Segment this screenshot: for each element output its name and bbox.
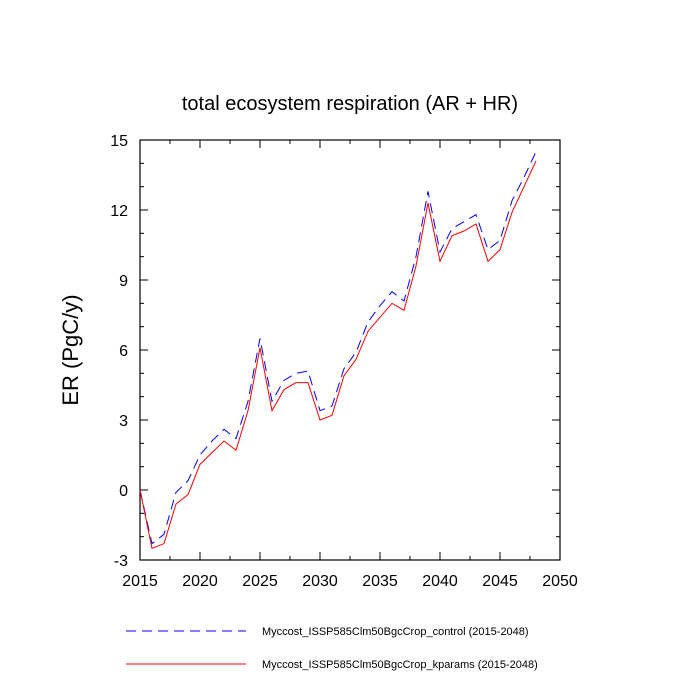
legend-label: Myccost_ISSP585Clm50BgcCrop_control (201… xyxy=(262,626,529,638)
x-tick-label: 2035 xyxy=(362,573,398,590)
x-tick-label: 2025 xyxy=(242,573,278,590)
series-lines xyxy=(139,151,537,550)
y-tick-label: 0 xyxy=(119,483,128,500)
x-tick-label: 2020 xyxy=(182,573,218,590)
y-tick-label: 3 xyxy=(119,413,128,430)
x-tick-label: 2050 xyxy=(542,573,578,590)
y-tick-label: 12 xyxy=(110,203,128,220)
axis-ticks: 2015 2020 2025 2030 2035 2040 2045 2050 -3 0 3 6 9 12… xyxy=(110,133,578,590)
y-tick-label: 15 xyxy=(110,133,128,150)
series-line-solid xyxy=(139,160,537,550)
x-tick-label: 2015 xyxy=(122,573,158,590)
y-axis-label: ER (PgC/y) xyxy=(58,294,83,405)
chart-title: total ecosystem respiration (AR + HR) xyxy=(182,93,518,115)
y-tick-label: 6 xyxy=(119,343,128,360)
y-tick-label: -3 xyxy=(114,553,128,570)
y-tick-label: 9 xyxy=(119,273,128,290)
legend: Myccost_ISSP585Clm50BgcCrop_control (201… xyxy=(126,626,538,671)
plot-frame xyxy=(139,139,561,561)
legend-label: Myccost_ISSP585Clm50BgcCrop_kparams (201… xyxy=(262,659,538,671)
series-line-dashed xyxy=(139,151,537,545)
x-tick-label: 2040 xyxy=(422,573,458,590)
x-tick-label: 2045 xyxy=(482,573,518,590)
x-tick-label: 2030 xyxy=(302,573,338,590)
